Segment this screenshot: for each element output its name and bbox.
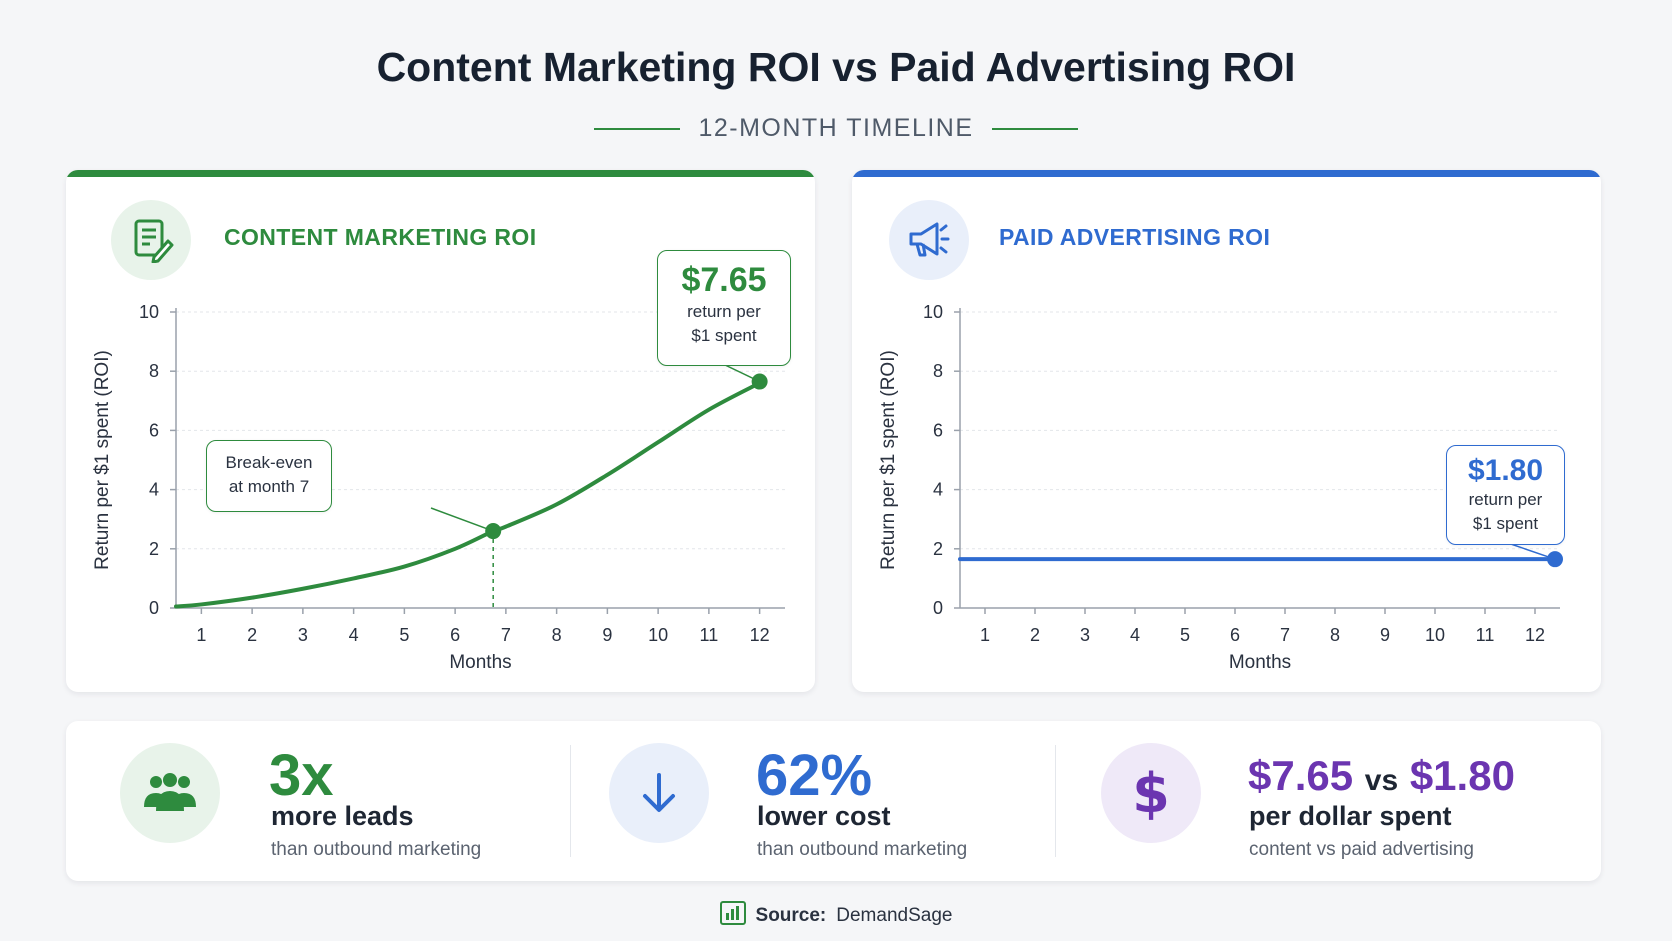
x-axis-title: Months (1229, 652, 1291, 673)
y-tick-label: 8 (149, 361, 159, 381)
content-roi-text-2: $1 spent (691, 326, 757, 345)
x-tick-label: 10 (1425, 625, 1445, 645)
x-axis-title: Months (449, 652, 511, 673)
data-point-marker (1547, 551, 1563, 568)
x-tick-label: 5 (1180, 625, 1190, 645)
subtitle-divider-right (991, 127, 1078, 130)
paid-roi-text-1: return per (1468, 490, 1543, 509)
x-tick-label: 9 (602, 625, 612, 645)
page-title: Content Marketing ROI vs Paid Advertisin… (376, 44, 1296, 90)
arrow-down-icon (609, 743, 709, 843)
people-group-icon (120, 743, 220, 843)
x-tick-label: 4 (1130, 625, 1140, 645)
x-tick-label: 7 (1280, 625, 1290, 645)
y-tick-label: 2 (149, 539, 159, 559)
subtitle-divider-left (594, 127, 681, 130)
source-label: Source: (755, 905, 827, 926)
content-roi-text-1: return per (687, 302, 761, 321)
paid-roi-text-2: $1 spent (1472, 514, 1539, 533)
x-tick-label: 9 (1380, 625, 1390, 645)
content-roi-callout: $7.65 return per $1 spent (657, 250, 791, 366)
stat-leads-value: 3x (269, 743, 334, 808)
y-tick-label: 0 (933, 598, 943, 618)
stat-leads-note: than outbound marketing (271, 839, 482, 860)
paid-card-heading: PAID ADVERTISING ROI (999, 224, 1271, 250)
y-axis-title: Return per $1 spent (ROI) (92, 350, 113, 570)
y-tick-label: 4 (149, 480, 159, 500)
x-tick-label: 12 (1525, 625, 1545, 645)
breakeven-connector (430, 507, 494, 532)
x-tick-label: 11 (700, 625, 719, 645)
stat-cost: 62% lower cost than outbound marketing (571, 721, 1051, 881)
stat-leads-label: more leads (271, 801, 414, 831)
stat-cost-value: 62% (756, 743, 873, 808)
y-tick-label: 8 (933, 361, 943, 381)
stats-strip: 3x more leads than outbound marketing 62… (66, 721, 1601, 881)
x-tick-label: 3 (298, 625, 308, 645)
stat-vs: vs (1364, 764, 1399, 797)
y-tick-label: 10 (923, 302, 943, 322)
x-tick-label: 8 (552, 625, 562, 645)
stat-cost-note: than outbound marketing (757, 839, 968, 860)
stat-per-dollar: $ $7.65 vs $1.80 per dollar spent conten… (1056, 721, 1601, 881)
y-tick-label: 4 (933, 480, 943, 500)
stat-per-dollar-value: $7.65 vs $1.80 (1248, 755, 1515, 797)
content-marketing-card: CONTENT MARKETING ROI 0 2 4 6 8 10 1 2 3 4 5 6 7 8 9 10… (66, 170, 815, 692)
x-tick-label: 2 (247, 625, 257, 645)
dollar-icon: $ (1101, 743, 1201, 843)
paid-roi-value: $1.80 (1467, 454, 1544, 487)
x-tick-label: 1 (196, 625, 206, 645)
stat-leads: 3x more leads than outbound marketing (66, 721, 566, 881)
x-tick-label: 5 (399, 625, 409, 645)
x-tick-label: 11 (1476, 625, 1495, 645)
stat-cost-label: lower cost (757, 801, 891, 831)
y-tick-label: 6 (149, 420, 159, 440)
bar-chart-icon (719, 901, 746, 931)
y-tick-label: 0 (149, 598, 159, 618)
data-point-marker (485, 523, 502, 540)
x-tick-label: 6 (450, 625, 460, 645)
x-tick-label: 6 (1230, 625, 1240, 645)
content-card-heading: CONTENT MARKETING ROI (224, 224, 537, 250)
y-tick-label: 6 (933, 420, 943, 440)
stat-content-value: $7.65 (1248, 752, 1354, 799)
source-value: DemandSage (836, 905, 953, 926)
breakeven-line-2: at month 7 (228, 477, 310, 496)
source-line: Source: DemandSage (0, 901, 1672, 931)
stat-paid-value: $1.80 (1409, 752, 1515, 799)
stat-per-dollar-label: per dollar spent (1249, 801, 1452, 831)
subtitle: 12-MONTH TIMELINE (698, 114, 974, 142)
content-roi-value: $7.65 (681, 261, 767, 299)
x-tick-label: 1 (980, 625, 990, 645)
breakeven-line-1: Break-even (225, 453, 313, 472)
x-tick-label: 4 (349, 625, 359, 645)
x-tick-label: 12 (750, 625, 770, 645)
x-tick-label: 3 (1080, 625, 1090, 645)
content-callout-connector (722, 363, 760, 383)
stats-divider (1055, 745, 1056, 857)
x-tick-label: 10 (648, 625, 668, 645)
breakeven-callout: Break-even at month 7 (206, 440, 332, 512)
megaphone-icon (889, 200, 969, 280)
y-tick-label: 10 (139, 302, 159, 322)
y-axis-title: Return per $1 spent (ROI) (878, 350, 899, 570)
x-tick-label: 7 (501, 625, 511, 645)
document-edit-icon (111, 200, 191, 280)
stats-divider (570, 745, 571, 857)
subtitle-row: 12-MONTH TIMELINE (0, 114, 1672, 143)
card-accent-bar (852, 170, 1601, 177)
x-tick-label: 2 (1030, 625, 1040, 645)
series-line (174, 381, 762, 609)
paid-advertising-card: PAID ADVERTISING ROI 0 2 4 6 8 10 1 2 3 4 5 6 7 8 9 10 1… (852, 170, 1601, 692)
paid-roi-callout: $1.80 return per $1 spent (1446, 445, 1565, 545)
x-tick-label: 8 (1330, 625, 1340, 645)
y-tick-label: 2 (933, 539, 943, 559)
card-accent-bar (66, 170, 815, 177)
stat-per-dollar-note: content vs paid advertising (1249, 839, 1474, 860)
